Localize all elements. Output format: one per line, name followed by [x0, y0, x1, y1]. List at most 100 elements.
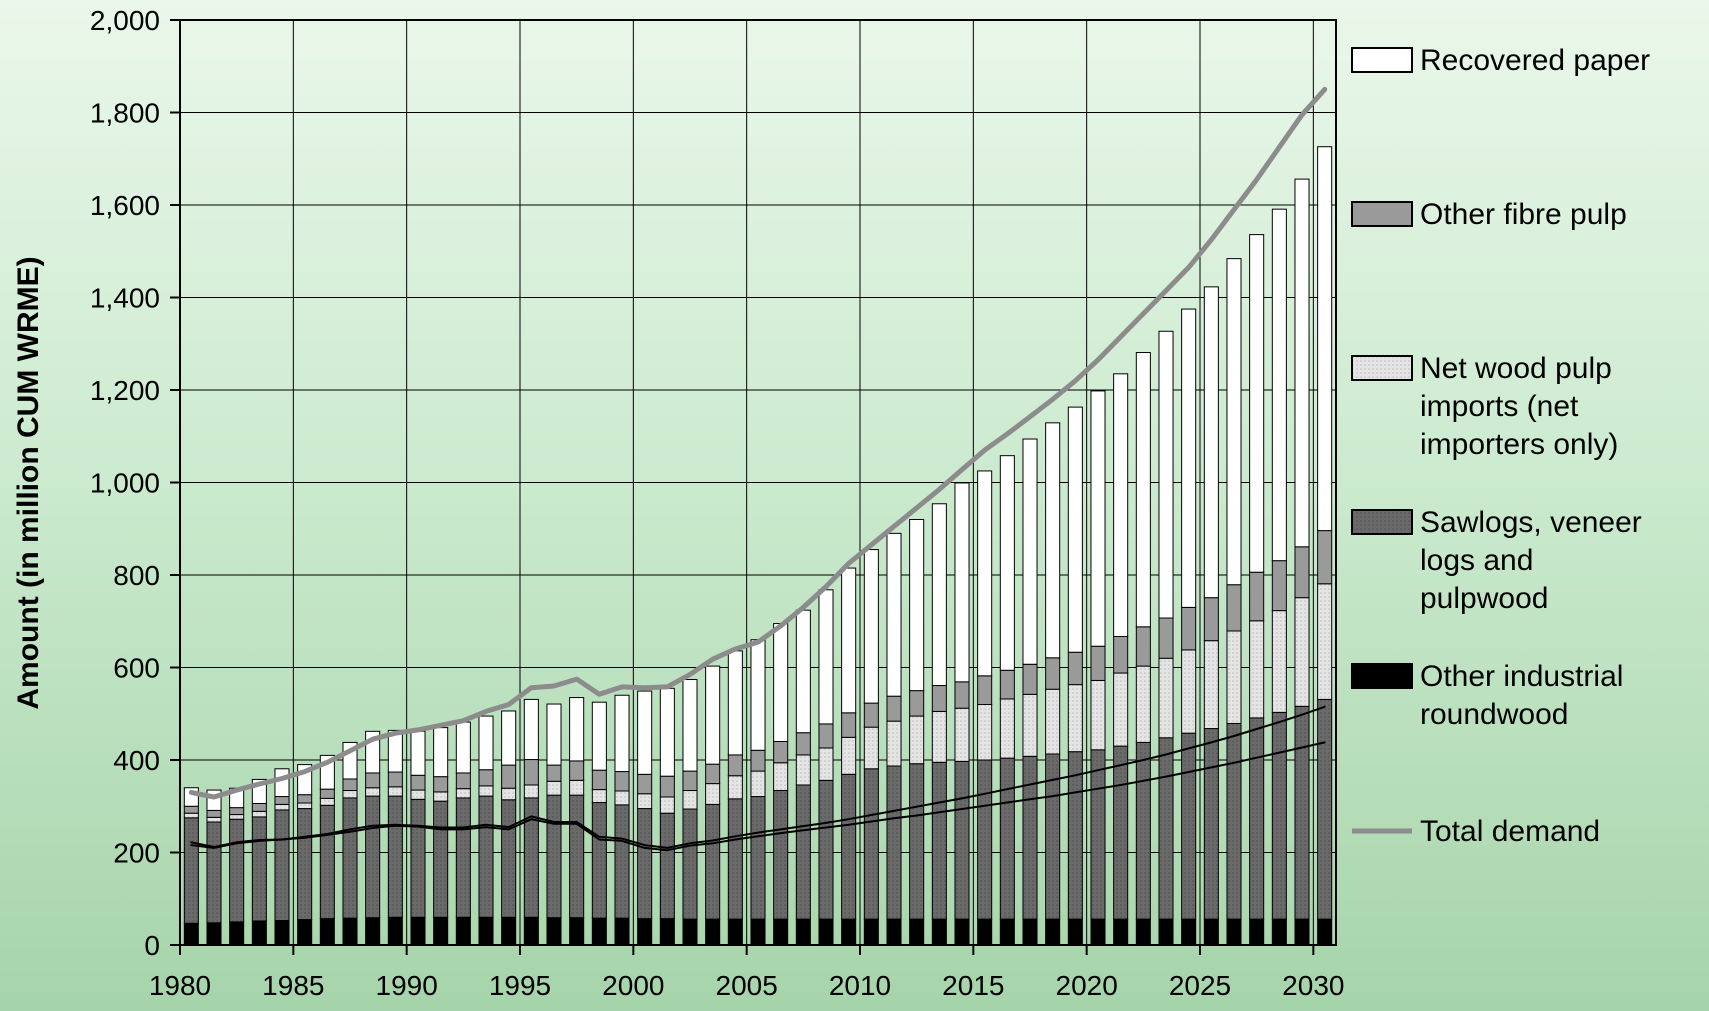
bar-segment	[297, 808, 313, 921]
bar-segment	[614, 771, 630, 792]
bar-segment	[1067, 684, 1083, 753]
bar-segment	[909, 918, 925, 946]
bar-segment	[591, 769, 607, 791]
bar-segment	[387, 795, 403, 918]
bar-segment	[1090, 918, 1106, 946]
bar-segment	[251, 802, 267, 812]
y-tick-label: 0	[144, 930, 160, 961]
x-tick-label: 2025	[1169, 970, 1231, 1001]
y-tick-label: 600	[113, 653, 160, 684]
bar-segment	[659, 775, 675, 798]
bar-segment	[750, 639, 766, 751]
bar-segment	[614, 694, 630, 773]
bar-segment	[229, 814, 245, 820]
legend-label: Total demand	[1420, 815, 1600, 848]
legend-label: Sawlogs, veneer	[1420, 506, 1642, 539]
bar-segment	[274, 919, 290, 946]
bar-segment	[546, 703, 562, 766]
series-line	[190, 705, 1326, 849]
bar-segment	[1067, 406, 1083, 653]
bar-segment	[1226, 918, 1242, 946]
legend-swatch	[1351, 663, 1413, 689]
bar-segment	[1203, 640, 1219, 730]
bar-segment	[1135, 741, 1151, 920]
bar-segment	[614, 917, 630, 946]
legend-swatch	[1351, 509, 1413, 535]
demand-lines	[188, 86, 1328, 852]
bar-segment	[886, 918, 902, 946]
bar-segment	[818, 723, 834, 749]
bar-segment	[433, 791, 449, 802]
bar-segment	[410, 730, 426, 776]
bar-segment	[705, 763, 721, 785]
bar-segment	[387, 786, 403, 797]
bar-segment	[1294, 597, 1310, 707]
bar-segment	[523, 784, 539, 799]
legend-item: Total demand	[1352, 815, 1600, 848]
bar-segment	[274, 803, 290, 811]
bar-segment	[1317, 146, 1333, 532]
bar-segment	[1181, 732, 1197, 920]
bar-segment	[863, 768, 879, 920]
bar-segment	[387, 916, 403, 946]
bar-segment	[546, 794, 562, 919]
bar-segment	[1045, 422, 1061, 659]
bar-segment	[682, 770, 698, 792]
y-tick-label: 800	[113, 560, 160, 591]
bar-segment	[841, 567, 857, 714]
bar-segment	[637, 773, 653, 795]
bar-segment	[1181, 606, 1197, 651]
bar-segment	[229, 818, 245, 923]
bar-segment	[206, 922, 222, 946]
bar-segment	[886, 532, 902, 697]
bar-segment	[1317, 918, 1333, 946]
bar-segment	[886, 695, 902, 722]
legend-item: Net wood pulp imports (net importers only)	[1351, 352, 1618, 461]
bar-segment	[523, 759, 539, 786]
bar-segment	[909, 715, 925, 765]
y-axis-label: Amount (in million CUM WRME)	[12, 256, 45, 709]
bar-segment	[1158, 657, 1174, 739]
bar-segment	[1271, 208, 1287, 562]
bar-segment	[1113, 918, 1129, 946]
y-tick-label: 1,800	[90, 98, 160, 129]
bar-segment	[1181, 308, 1197, 608]
bar-segment	[1203, 728, 1219, 920]
legend-label: logs and	[1420, 544, 1533, 577]
bar-segment	[455, 797, 471, 918]
legend-label: Other fibre pulp	[1420, 198, 1627, 231]
bar-segment	[909, 690, 925, 717]
bar-segment	[614, 790, 630, 806]
bar-segment	[1045, 688, 1061, 755]
bar-segment	[501, 799, 517, 918]
bar-segment	[1113, 745, 1129, 920]
bar-segment	[954, 482, 970, 683]
bar-segment	[999, 698, 1015, 759]
bar-segment	[569, 760, 585, 781]
bar-segment	[977, 470, 993, 677]
legend-swatch	[1351, 201, 1413, 227]
x-tick-label: 1995	[489, 970, 551, 1001]
bar-segment	[183, 922, 199, 946]
bar-segment	[455, 772, 471, 790]
bar-segment	[501, 764, 517, 789]
bar-segment	[1090, 390, 1106, 647]
bar-segment	[886, 720, 902, 767]
bar-segment	[614, 804, 630, 919]
bar-segment	[773, 623, 789, 742]
bar-segment	[1271, 918, 1287, 946]
bar-segment	[682, 918, 698, 946]
bar-segment	[342, 917, 358, 946]
bar-segment	[841, 736, 857, 775]
legend-label: Other industrial	[1420, 660, 1623, 693]
bar-segment	[1226, 584, 1242, 632]
bar-segment	[1249, 234, 1265, 573]
bar-segment	[773, 741, 789, 764]
bar-segment	[1317, 583, 1333, 700]
bar-segment	[591, 917, 607, 946]
bar-segment	[841, 773, 857, 920]
bar-segment	[501, 916, 517, 946]
bar-segment	[478, 785, 494, 797]
bar-segment	[1317, 530, 1333, 585]
bar-segment	[365, 795, 381, 919]
